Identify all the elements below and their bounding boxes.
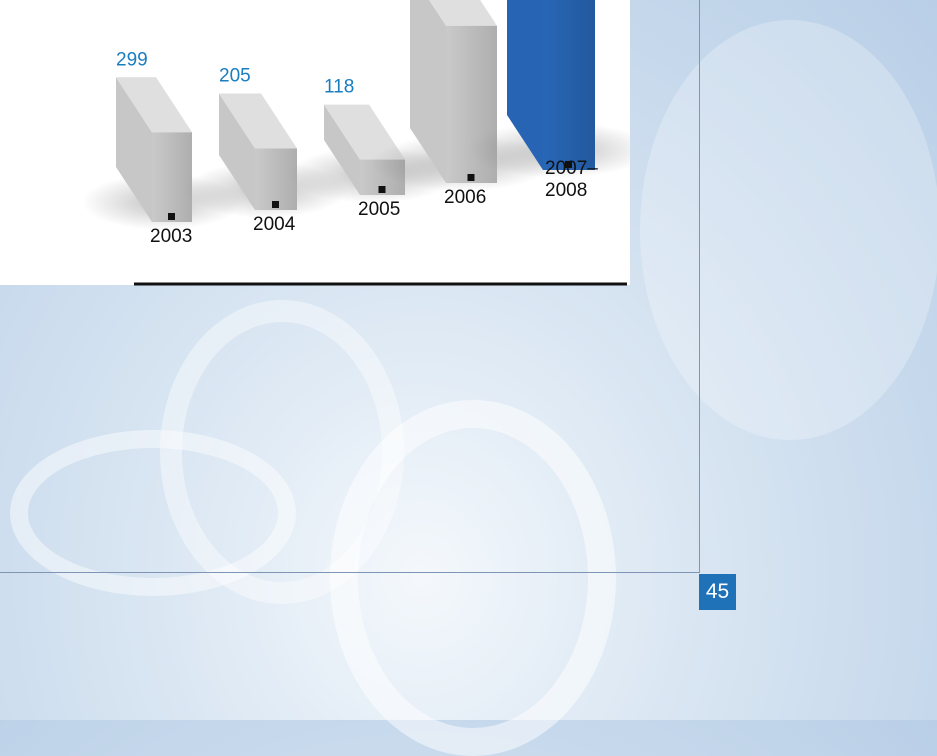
bar-side bbox=[324, 104, 360, 195]
tick-marker bbox=[168, 213, 175, 220]
bar bbox=[219, 93, 297, 210]
bar-top bbox=[116, 77, 192, 133]
bar-side bbox=[219, 93, 255, 210]
value-label: 299 bbox=[116, 49, 148, 70]
bar-top bbox=[324, 104, 405, 160]
bar-side-shade bbox=[324, 104, 360, 195]
tick-marker bbox=[272, 201, 279, 208]
bar bbox=[507, 0, 595, 170]
category-label: 2003 bbox=[150, 226, 193, 247]
bar bbox=[116, 77, 192, 222]
rule-horizontal bbox=[0, 572, 700, 573]
tick-marker bbox=[467, 174, 475, 181]
bar-top-light bbox=[324, 104, 405, 160]
bar-top-light bbox=[429, 0, 497, 26]
bar-side bbox=[410, 0, 446, 183]
bar-front-shade bbox=[543, 0, 595, 170]
chart: 299205118524 bbox=[82, 0, 630, 286]
bar-top-light bbox=[116, 77, 192, 133]
bar-side-shade bbox=[219, 93, 255, 210]
category-label: 2005 bbox=[358, 199, 401, 220]
category-label: 2004 bbox=[253, 214, 296, 235]
value-label: 118 bbox=[324, 77, 354, 98]
bar-top-light bbox=[219, 93, 297, 149]
bar-top bbox=[429, 0, 497, 26]
value-label: 205 bbox=[219, 66, 251, 87]
rule-vertical bbox=[699, 0, 700, 573]
bar-side bbox=[116, 77, 152, 222]
page-number: 45 bbox=[699, 574, 736, 610]
bar-top bbox=[219, 93, 297, 149]
bar-side-shade bbox=[410, 0, 446, 183]
engine-shape bbox=[640, 20, 937, 440]
bar-side-shade bbox=[116, 77, 152, 222]
tick-marker bbox=[378, 186, 386, 193]
bar-front-shade bbox=[152, 132, 192, 222]
bar-side bbox=[507, 0, 543, 170]
tick-marker bbox=[565, 161, 572, 168]
bar-side-shade bbox=[507, 0, 543, 170]
category-label: 2006 bbox=[444, 187, 487, 208]
category-label: 2007–2008 bbox=[545, 158, 598, 201]
